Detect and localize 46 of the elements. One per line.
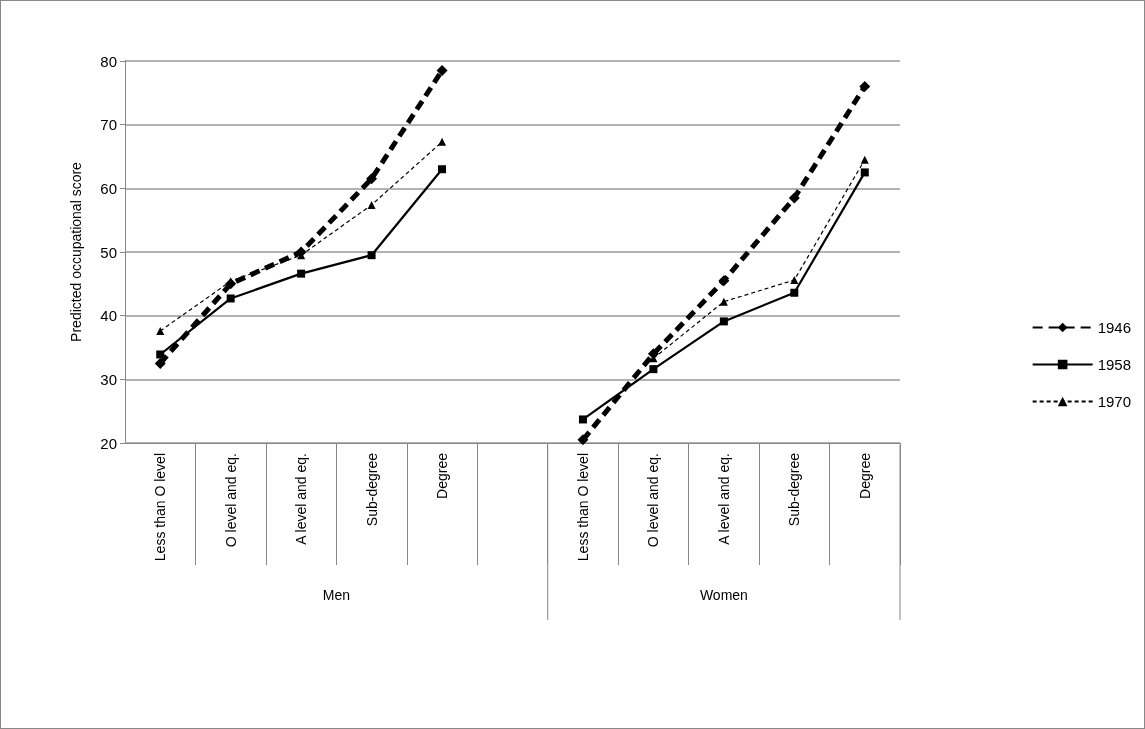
text: Men <box>322 587 350 603</box>
y-tick-label: 60 <box>100 179 117 197</box>
point <box>788 192 800 204</box>
point <box>154 357 166 369</box>
point <box>367 251 376 260</box>
x-tick-label: Degree <box>856 452 873 499</box>
point <box>790 288 799 297</box>
point <box>859 80 871 92</box>
x-tick-label: A level and eq. <box>715 453 732 545</box>
point <box>156 326 165 335</box>
point <box>860 168 869 177</box>
point <box>719 317 728 326</box>
point <box>860 155 869 164</box>
point <box>436 65 448 77</box>
y-tick-label: 50 <box>100 243 117 261</box>
x-tick-label: Sub-degree <box>363 452 380 527</box>
point <box>297 269 306 278</box>
y-tick-label: 70 <box>100 116 117 134</box>
point <box>438 165 447 174</box>
legend-label: 1958 <box>1097 356 1132 373</box>
legend-label: 1946 <box>1097 319 1132 336</box>
y-tick-label: 80 <box>100 52 117 70</box>
point <box>226 294 235 303</box>
legend-label: 1970 <box>1097 393 1132 410</box>
y-tick-label: 30 <box>100 370 117 388</box>
y-axis-title: Predicted occupational score <box>68 161 84 342</box>
point <box>577 434 589 446</box>
point <box>366 173 378 185</box>
x-tick-label: Sub-degree <box>786 452 803 527</box>
point <box>438 137 447 146</box>
x-tick-label: A level and eq. <box>293 453 310 545</box>
point <box>719 297 728 306</box>
text: Women <box>699 587 748 603</box>
x-tick-label: Degree <box>434 452 451 499</box>
point <box>649 365 658 374</box>
y-tick-label: 20 <box>100 434 117 452</box>
point <box>578 415 587 424</box>
y-tick-label: 40 <box>100 307 117 325</box>
point <box>367 200 376 209</box>
x-tick-label: O level and eq. <box>645 453 662 548</box>
x-tick-label: O level and eq. <box>222 453 239 548</box>
x-tick-label: Less than O level <box>152 453 169 562</box>
x-tick-label: Less than O level <box>574 453 591 562</box>
point <box>790 276 799 285</box>
point <box>718 275 730 287</box>
point <box>156 350 165 359</box>
